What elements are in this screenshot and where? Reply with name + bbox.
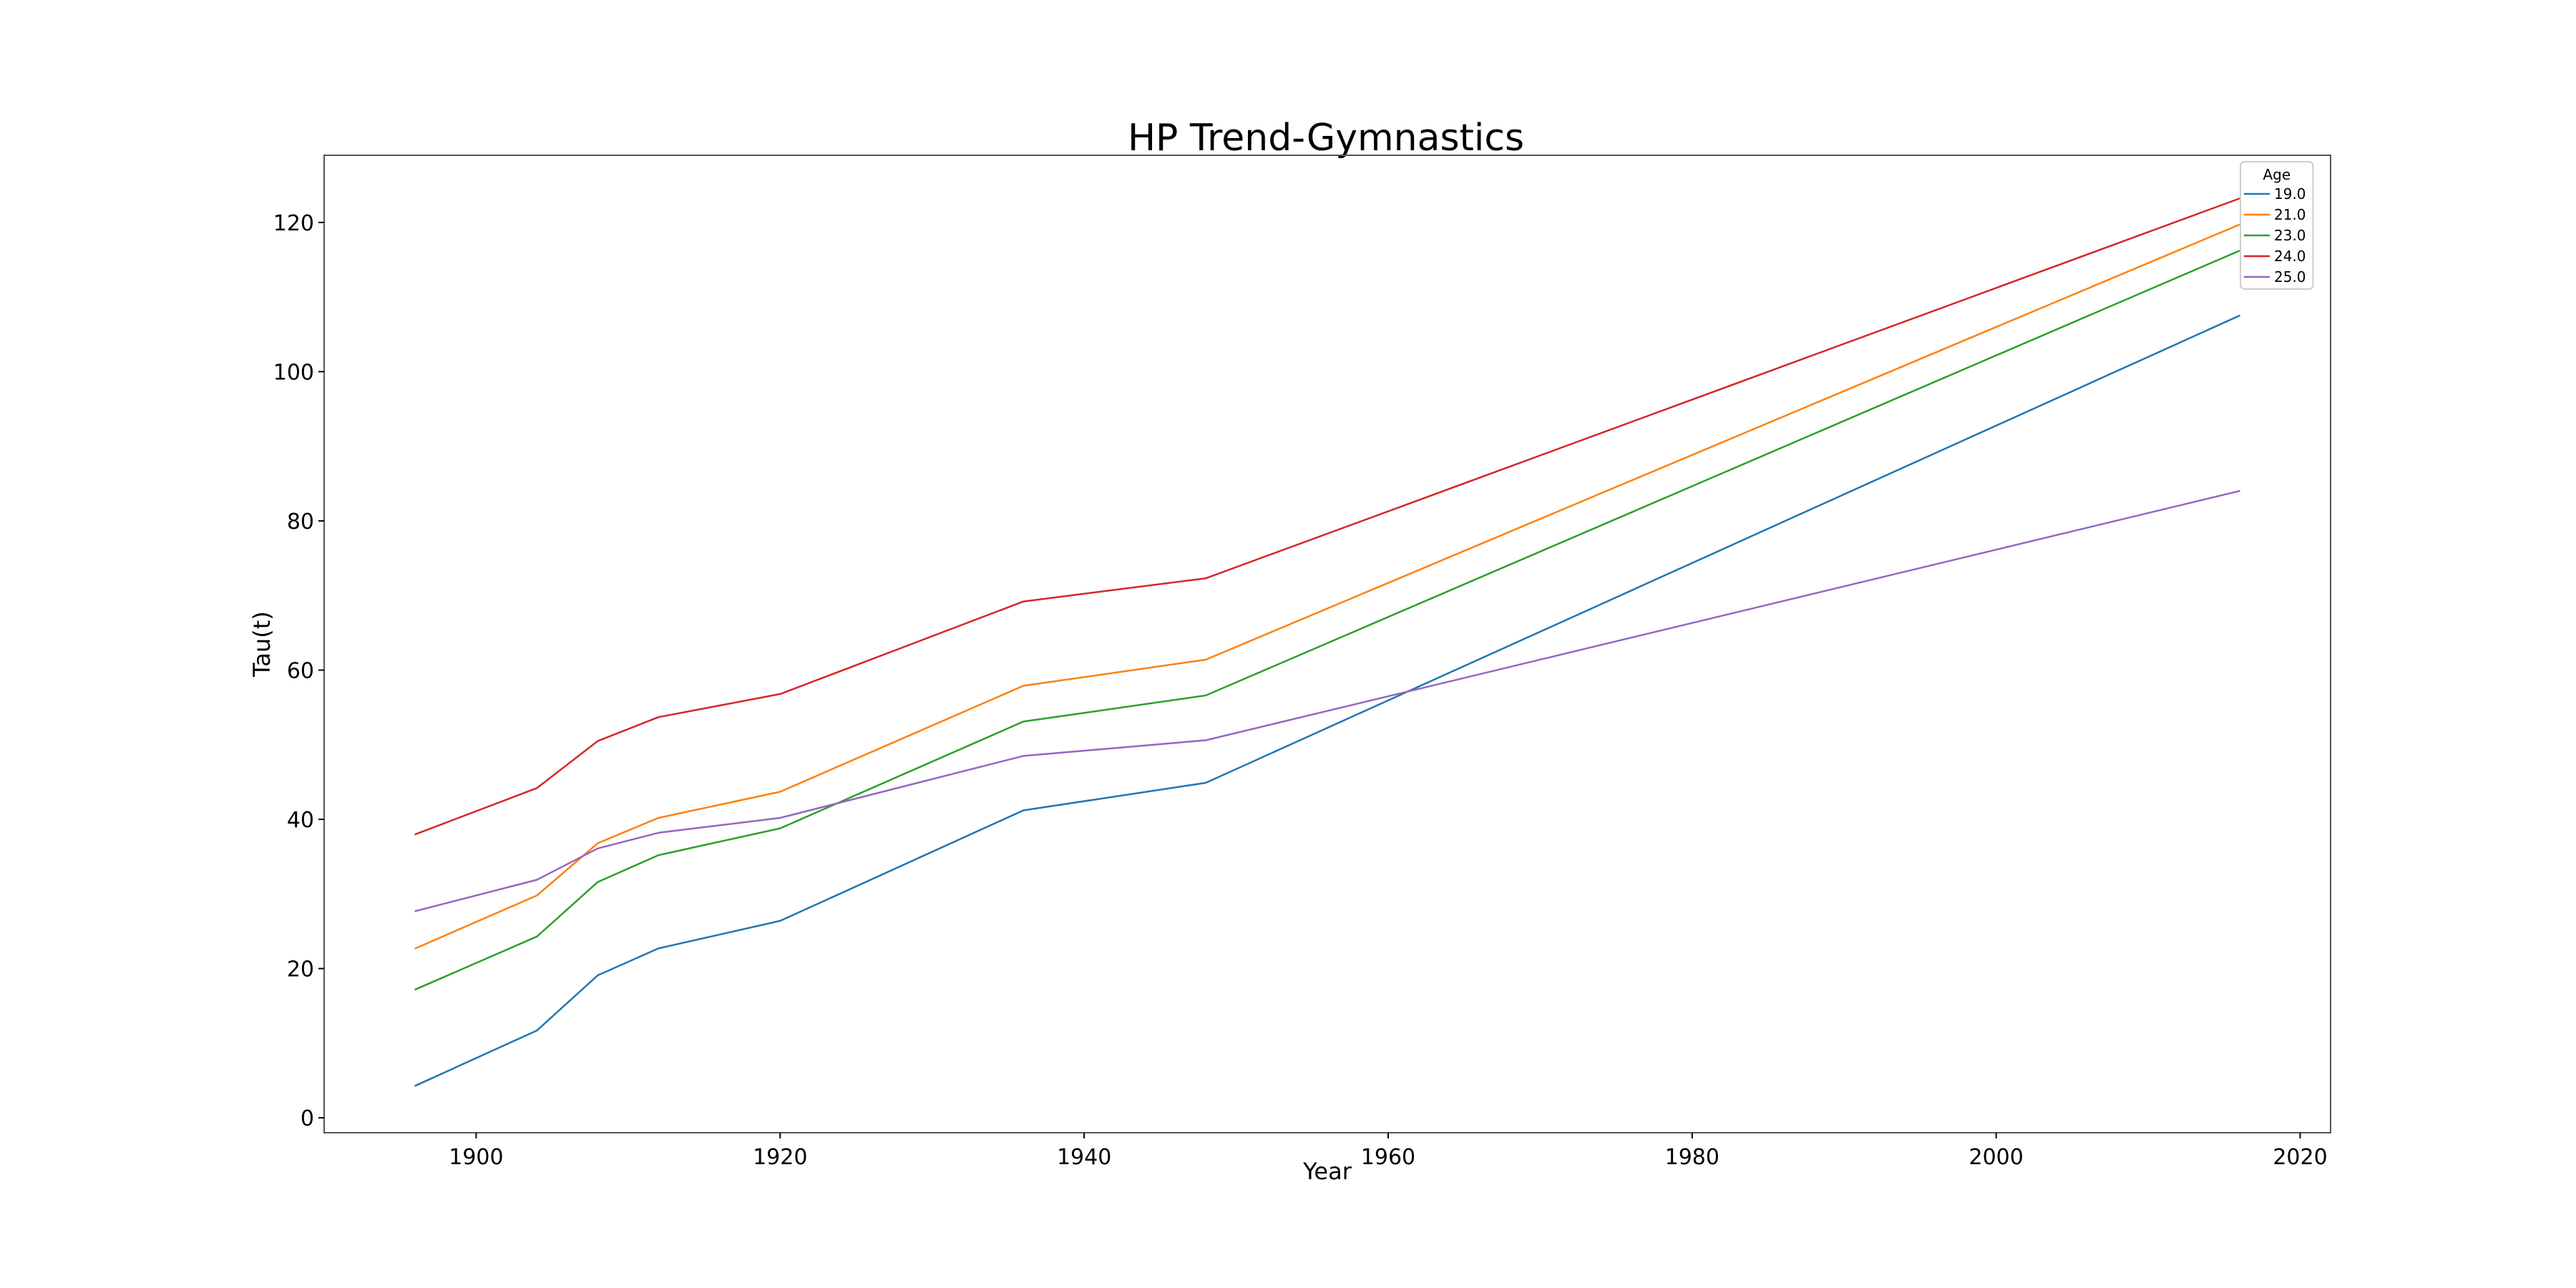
x-tick-label: 1960 xyxy=(1361,1145,1415,1170)
y-tick-label: 120 xyxy=(273,211,314,236)
x-tick-label: 1900 xyxy=(449,1145,503,1170)
y-tick-label: 0 xyxy=(301,1106,314,1131)
series-line-1 xyxy=(414,223,2240,950)
y-axis-label: Tau(t) xyxy=(248,611,275,678)
legend-label: 24.0 xyxy=(2274,248,2306,265)
plot-lines xyxy=(414,197,2240,1087)
legend-label: 21.0 xyxy=(2274,206,2306,223)
chart-title: HP Trend-Gymnastics xyxy=(1128,117,1524,160)
legend-title: Age xyxy=(2263,166,2290,183)
legend-label: 23.0 xyxy=(2274,227,2306,244)
legend-label: 25.0 xyxy=(2274,268,2306,286)
y-tick-label: 100 xyxy=(273,360,314,385)
x-tick-label: 1940 xyxy=(1057,1145,1111,1170)
y-tick-label: 20 xyxy=(287,957,314,982)
series-line-2 xyxy=(414,250,2240,991)
series-line-0 xyxy=(414,314,2240,1087)
series-line-3 xyxy=(414,197,2240,836)
x-tick-label: 2000 xyxy=(1968,1145,2023,1170)
y-tick-label: 60 xyxy=(287,658,314,683)
plot-frame xyxy=(323,155,2331,1133)
x-axis-ticks: 1900 1920 1940 1960 1980 2000 2020 xyxy=(449,1133,2328,1170)
x-tick-label: 1980 xyxy=(1665,1145,1719,1170)
x-tick-label: 2020 xyxy=(2273,1145,2327,1170)
x-tick-label: 1920 xyxy=(753,1145,807,1170)
y-tick-label: 40 xyxy=(287,808,314,833)
series-line-4 xyxy=(414,489,2240,912)
y-axis-ticks: 0 20 40 60 80 100 120 xyxy=(273,211,324,1131)
legend: Age 19.0 21.0 23.0 24.0 25.0 xyxy=(2240,161,2314,290)
x-axis-label: Year xyxy=(1302,1158,1352,1185)
legend-entries: 19.0 21.0 23.0 24.0 25.0 xyxy=(2244,185,2306,286)
legend-label: 19.0 xyxy=(2274,185,2306,203)
y-tick-label: 80 xyxy=(287,509,314,535)
